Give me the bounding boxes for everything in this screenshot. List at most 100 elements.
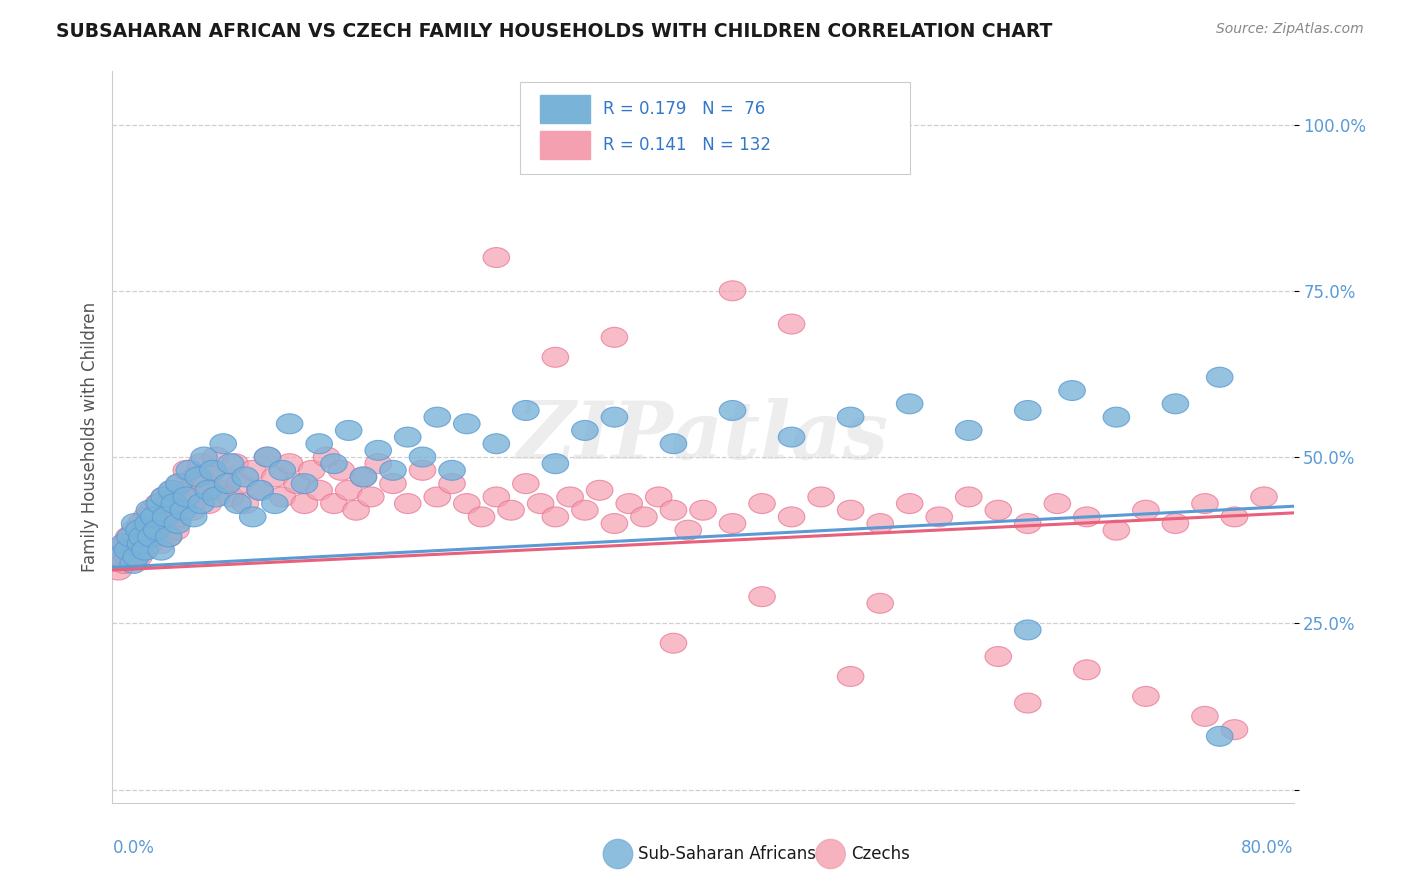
Ellipse shape — [1222, 507, 1247, 527]
Ellipse shape — [1133, 687, 1159, 706]
Ellipse shape — [336, 420, 361, 441]
Ellipse shape — [129, 527, 155, 547]
Ellipse shape — [484, 434, 509, 454]
Ellipse shape — [122, 547, 149, 566]
Ellipse shape — [269, 487, 295, 507]
Ellipse shape — [191, 474, 218, 493]
Ellipse shape — [247, 480, 273, 500]
Ellipse shape — [1074, 507, 1099, 527]
Ellipse shape — [380, 474, 406, 493]
Ellipse shape — [409, 447, 436, 467]
Ellipse shape — [117, 541, 143, 560]
Ellipse shape — [1045, 493, 1070, 514]
Ellipse shape — [167, 474, 194, 493]
Ellipse shape — [262, 467, 288, 487]
Ellipse shape — [484, 487, 509, 507]
Ellipse shape — [184, 487, 211, 507]
Ellipse shape — [254, 447, 281, 467]
Ellipse shape — [211, 467, 238, 487]
Ellipse shape — [121, 520, 148, 541]
Ellipse shape — [222, 454, 249, 474]
Ellipse shape — [202, 487, 229, 507]
Ellipse shape — [586, 480, 613, 500]
Ellipse shape — [136, 514, 163, 533]
Ellipse shape — [284, 474, 311, 493]
Ellipse shape — [321, 493, 347, 514]
Ellipse shape — [131, 520, 157, 541]
Ellipse shape — [661, 500, 686, 520]
Ellipse shape — [181, 467, 208, 487]
Ellipse shape — [1163, 394, 1188, 414]
Ellipse shape — [107, 547, 134, 566]
Ellipse shape — [439, 474, 465, 493]
Ellipse shape — [1206, 726, 1233, 747]
Ellipse shape — [232, 493, 259, 514]
Ellipse shape — [720, 401, 745, 420]
Bar — [540, 131, 589, 159]
Ellipse shape — [173, 460, 200, 480]
Ellipse shape — [138, 527, 165, 547]
Ellipse shape — [152, 507, 179, 527]
Ellipse shape — [527, 493, 554, 514]
Ellipse shape — [239, 507, 266, 527]
Ellipse shape — [155, 527, 181, 547]
Ellipse shape — [291, 493, 318, 514]
Ellipse shape — [1015, 693, 1040, 713]
Ellipse shape — [125, 520, 152, 541]
Ellipse shape — [897, 493, 922, 514]
Ellipse shape — [779, 427, 804, 447]
Ellipse shape — [176, 480, 202, 500]
Ellipse shape — [956, 487, 981, 507]
Ellipse shape — [120, 533, 146, 553]
Ellipse shape — [146, 514, 173, 533]
Ellipse shape — [114, 547, 141, 566]
Ellipse shape — [173, 487, 200, 507]
Ellipse shape — [395, 493, 420, 514]
Ellipse shape — [155, 527, 181, 547]
Ellipse shape — [135, 514, 162, 533]
Ellipse shape — [357, 487, 384, 507]
Ellipse shape — [200, 460, 226, 480]
Ellipse shape — [166, 507, 193, 527]
Ellipse shape — [188, 493, 214, 514]
Ellipse shape — [1192, 493, 1218, 514]
Ellipse shape — [132, 541, 159, 560]
Ellipse shape — [111, 553, 138, 574]
Ellipse shape — [146, 493, 173, 514]
Ellipse shape — [232, 467, 259, 487]
Ellipse shape — [513, 401, 538, 420]
Ellipse shape — [350, 467, 377, 487]
Ellipse shape — [135, 527, 162, 547]
Ellipse shape — [690, 500, 716, 520]
Ellipse shape — [134, 507, 160, 527]
Ellipse shape — [343, 500, 370, 520]
Ellipse shape — [176, 460, 202, 480]
Ellipse shape — [184, 467, 211, 487]
Ellipse shape — [117, 527, 143, 547]
Ellipse shape — [897, 394, 922, 414]
Text: 0.0%: 0.0% — [112, 839, 155, 857]
Ellipse shape — [808, 487, 834, 507]
Ellipse shape — [927, 507, 952, 527]
Ellipse shape — [1015, 514, 1040, 533]
Ellipse shape — [307, 480, 332, 500]
Ellipse shape — [218, 487, 243, 507]
Ellipse shape — [1104, 407, 1129, 427]
Ellipse shape — [1074, 660, 1099, 680]
Ellipse shape — [543, 454, 568, 474]
Ellipse shape — [225, 493, 252, 514]
Text: 80.0%: 80.0% — [1241, 839, 1294, 857]
Ellipse shape — [366, 441, 391, 460]
Ellipse shape — [815, 839, 845, 869]
Ellipse shape — [112, 533, 139, 553]
Ellipse shape — [986, 500, 1011, 520]
Ellipse shape — [188, 454, 214, 474]
Text: SUBSAHARAN AFRICAN VS CZECH FAMILY HOUSEHOLDS WITH CHILDREN CORRELATION CHART: SUBSAHARAN AFRICAN VS CZECH FAMILY HOUSE… — [56, 22, 1053, 41]
Ellipse shape — [153, 507, 180, 527]
Ellipse shape — [120, 553, 146, 574]
Ellipse shape — [129, 533, 155, 553]
Ellipse shape — [269, 460, 295, 480]
Text: Sub-Saharan Africans: Sub-Saharan Africans — [638, 845, 815, 863]
Ellipse shape — [125, 547, 152, 566]
Ellipse shape — [141, 520, 167, 541]
